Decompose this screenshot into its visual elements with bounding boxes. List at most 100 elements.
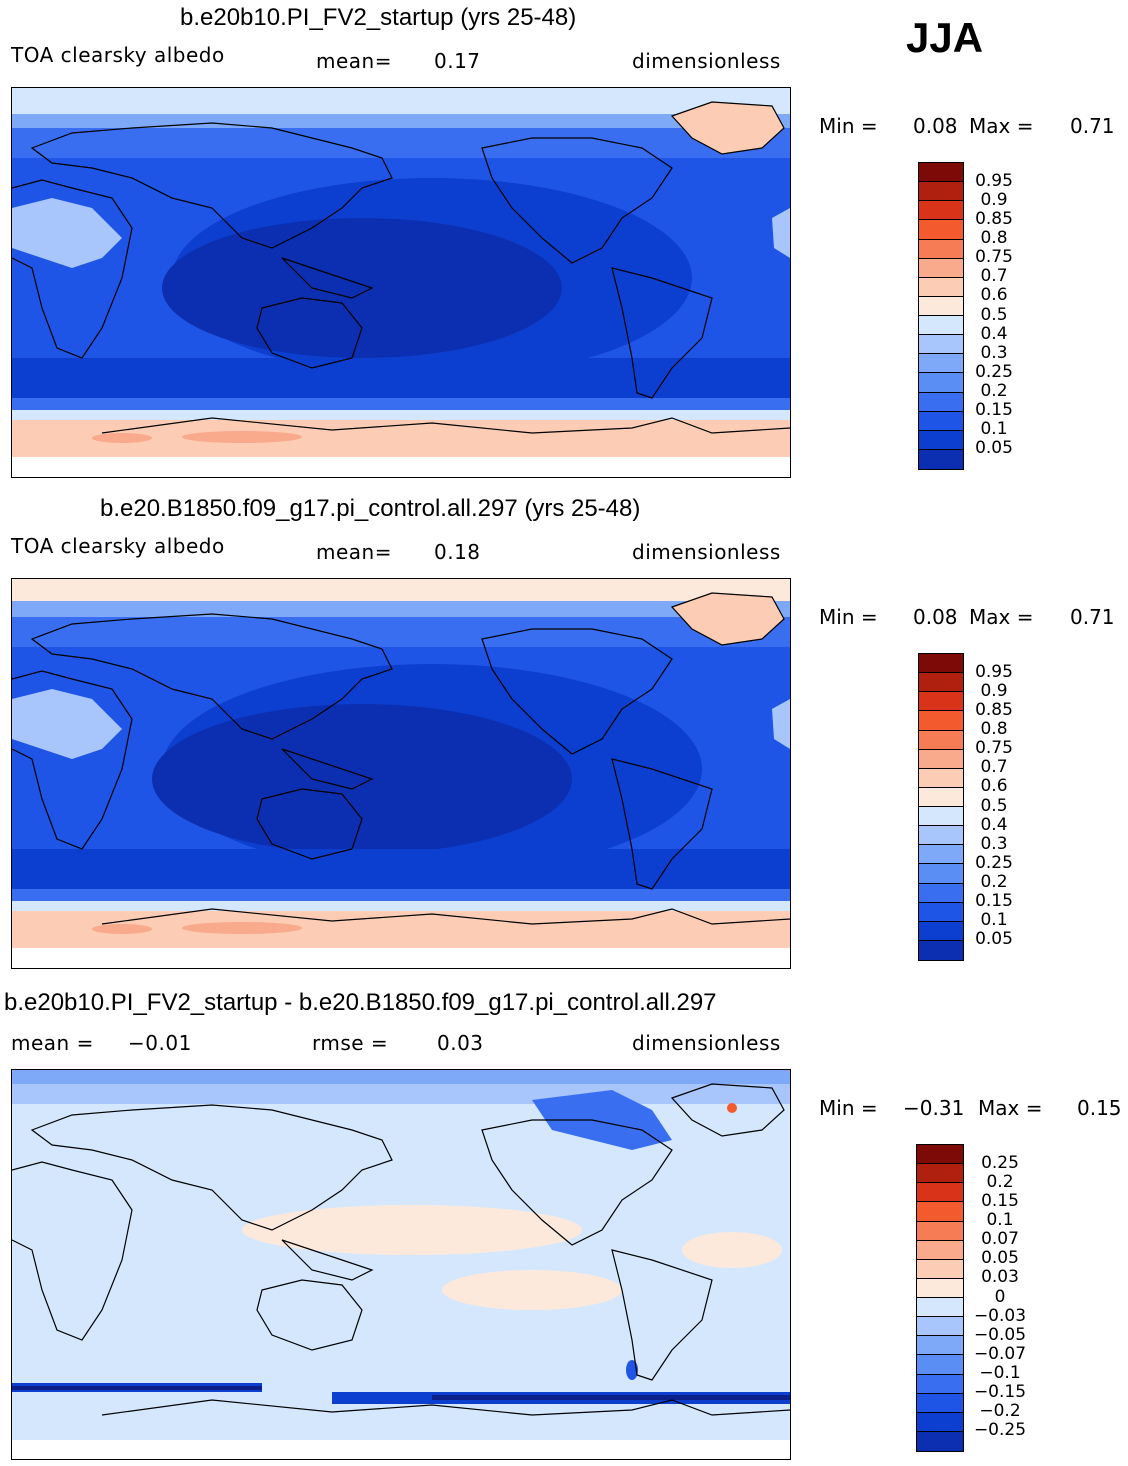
colorbar-tick-label: 0.8 (980, 719, 1008, 739)
colorbar-cell (917, 1412, 963, 1432)
panel3-atlantic-positive (682, 1232, 782, 1268)
colorbar-tick-label: 0.4 (980, 323, 1008, 344)
colorbar-cell (919, 163, 963, 183)
colorbar-cell (917, 1336, 963, 1356)
panel1-sahara (12, 198, 122, 268)
colorbar-cell (919, 921, 963, 941)
colorbar-tick-label: 0.6 (980, 776, 1008, 797)
panel3-rmse-value: 0.03 (437, 1031, 484, 1055)
panel3-mean-label: mean = (11, 1031, 94, 1055)
panel3-arctic-band (12, 1070, 790, 1084)
panel3-max-value: 0.15 (1077, 1096, 1122, 1120)
panel1-min-value: 0.08 (913, 114, 958, 138)
colorbar-tick-label: 0.03 (981, 1267, 1019, 1288)
panel2-mean-label: mean= (316, 540, 392, 564)
panel1-south-band (12, 358, 790, 398)
colorbar-cell (917, 1298, 963, 1318)
colorbar-tick-label: −0.1 (979, 1363, 1021, 1383)
panel1-pacific-core (162, 218, 562, 358)
colorbar-cell (919, 654, 963, 674)
colorbar-tick-label: 0.3 (980, 342, 1008, 363)
panel1-min-label: Min = (819, 114, 878, 138)
panel1-mean-value: 0.17 (434, 49, 481, 73)
season-label: JJA (906, 14, 984, 61)
colorbar-tick-label: 0.2 (980, 381, 1008, 401)
panel3-greenland-hotspot (727, 1103, 737, 1113)
colorbar-cell (919, 411, 963, 431)
panel2-arctic-band2 (12, 601, 790, 617)
colorbar-tick-label: 0.9 (980, 189, 1008, 210)
colorbar-tick-label: 0.95 (975, 170, 1013, 191)
panel3-pacific-positive2 (442, 1270, 622, 1310)
panel2-arctic-band (12, 579, 790, 601)
panel2-variable: TOA clearsky albedo (11, 534, 225, 558)
panel1-title: b.e20b10.PI_FV2_startup (yrs 25-48) (180, 4, 577, 31)
panel1-north-band (12, 128, 790, 158)
colorbar-cell (919, 430, 963, 450)
colorbar-tick-label: −0.03 (973, 1305, 1027, 1326)
colorbar-cell (919, 807, 963, 827)
panel3-antarctic-band (12, 1410, 790, 1440)
colorbar-cell (919, 711, 963, 731)
panel1-arctic-band (12, 88, 790, 114)
colorbar-tick-label: 0.7 (980, 266, 1008, 287)
colorbar-cell (919, 787, 963, 807)
panel2-map (11, 578, 791, 969)
panel1-units: dimensionless (632, 49, 781, 73)
colorbar-cell (917, 1355, 963, 1375)
colorbar-tick-label: 0.2 (980, 872, 1008, 892)
colorbar-tick-label: 0.1 (980, 910, 1008, 931)
colorbar-tick-label: 0.4 (980, 814, 1008, 835)
colorbar-tick-label: 0 (994, 1286, 1006, 1307)
panel2-pacific-core (152, 704, 572, 854)
colorbar-tick-label: 0.85 (975, 208, 1013, 229)
panel1-variable: TOA clearsky albedo (11, 43, 225, 67)
colorbar-cell (919, 354, 963, 374)
colorbar-cell (919, 296, 963, 316)
colorbar-cell (919, 883, 963, 903)
colorbar-tick-label: 0.95 (975, 661, 1013, 682)
panel2-sahara (12, 689, 122, 759)
colorbar-tick-label: 0.15 (975, 400, 1013, 421)
panel3-title: b.e20b10.PI_FV2_startup - b.e20.B1850.f0… (4, 989, 717, 1016)
colorbar-cell (919, 373, 963, 393)
panel3-min-label: Min = (819, 1096, 878, 1120)
panel3-missing-band (12, 1440, 790, 1459)
colorbar-cell (919, 673, 963, 693)
panel1-missing-band (12, 457, 790, 477)
colorbar-tick-label: −0.07 (973, 1343, 1027, 1364)
colorbar-tick-label: 0.07 (981, 1229, 1019, 1250)
colorbar-cell (919, 902, 963, 922)
panel1-coastlines (12, 122, 790, 434)
colorbar-cell (919, 335, 963, 355)
panel3-pacific-positive (242, 1205, 582, 1255)
panel3-hudson-region (532, 1090, 672, 1150)
colorbar-cell (919, 239, 963, 259)
panel1-arctic-band2 (12, 114, 790, 128)
panel2-greenland (670, 592, 785, 646)
colorbar-cell (919, 201, 963, 221)
colorbar-tick-label: 0.7 (980, 757, 1008, 778)
panel2-map-svg (12, 579, 790, 968)
colorbar-tick-label: 0.2 (986, 1171, 1014, 1192)
panel1-map-svg (12, 88, 790, 477)
panel1-antarctic-high2 (92, 433, 152, 443)
colorbar-cell (919, 392, 963, 412)
colorbar-cell (917, 1221, 963, 1241)
colorbar-cell (919, 749, 963, 769)
panel1-so-band (12, 398, 790, 410)
panel2-mean-value: 0.18 (434, 540, 481, 564)
colorbar-cell (919, 730, 963, 750)
colorbar-tick-label: 0.5 (980, 304, 1008, 325)
colorbar-cell (917, 1431, 963, 1451)
panel1-colorbar (918, 162, 964, 470)
panel3-map (11, 1069, 791, 1460)
colorbar-cell (919, 940, 963, 960)
panel2-max-label: Max = (969, 605, 1034, 629)
panel2-missing-band (12, 948, 790, 968)
colorbar-tick-label: 0.85 (975, 699, 1013, 720)
panel1-mean-label: mean= (316, 49, 392, 73)
colorbar-tick-label: 0.25 (981, 1152, 1019, 1173)
panel1-antarctic-high (182, 431, 302, 443)
colorbar-cell (919, 316, 963, 336)
